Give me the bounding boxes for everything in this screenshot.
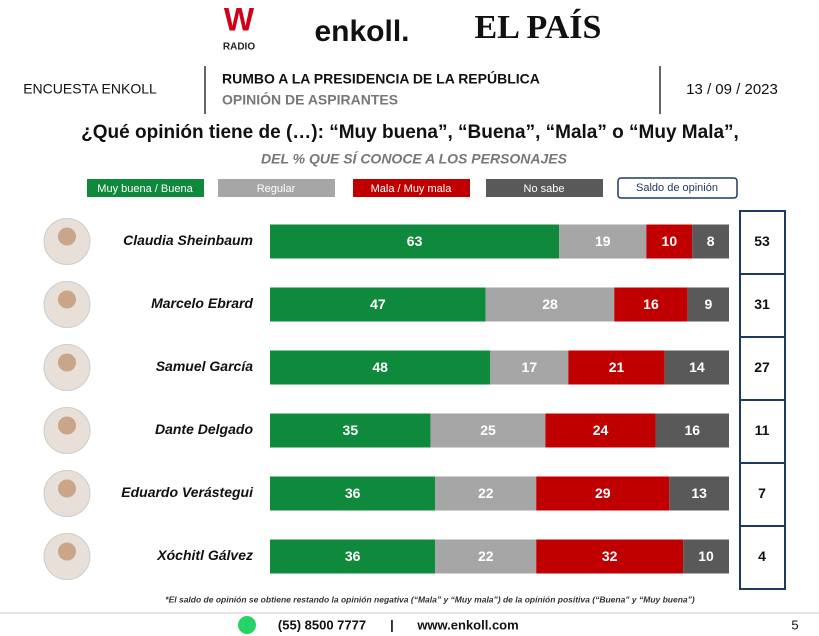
data-label: 28	[542, 296, 558, 312]
legend-label: No sabe	[524, 183, 565, 195]
logo-elpais: EL PAÍS	[475, 9, 602, 46]
data-label: 19	[595, 233, 611, 249]
legend-swatch	[617, 177, 738, 199]
data-label: 14	[689, 359, 705, 375]
logo-radio-text: RADIO	[223, 42, 255, 53]
bar-segment	[669, 476, 729, 511]
avatar-head	[58, 290, 76, 309]
whatsapp-icon	[238, 616, 256, 634]
balance-box	[739, 273, 786, 338]
category-label: Marcelo Ebrard	[151, 295, 253, 311]
data-label: 17	[522, 359, 538, 375]
avatar-head	[58, 353, 76, 372]
footnote: *El saldo de opinión se obtiene restando…	[165, 594, 695, 604]
balance-value: 31	[754, 296, 770, 312]
data-label: 25	[480, 422, 496, 438]
bar-segment	[435, 476, 537, 511]
bar-segment	[270, 287, 486, 322]
balance-value: 11	[755, 422, 770, 438]
avatar-head	[58, 416, 76, 435]
legend-label: Regular	[257, 183, 296, 195]
bar-segment	[568, 350, 665, 385]
data-label: 48	[372, 359, 388, 375]
chart-title: ¿Qué opinión tiene de (…): “Muy buena”, …	[81, 122, 739, 143]
bar-segment	[545, 413, 656, 448]
avatar-head	[58, 542, 76, 561]
bar-segment	[664, 350, 729, 385]
heading: RUMBO A LA PRESIDENCIA DE LA REPÚBLICA	[222, 70, 540, 87]
data-label: 16	[684, 422, 700, 438]
bar-segment	[687, 287, 729, 322]
legend-label: Saldo de opinión	[636, 182, 718, 194]
avatar-head	[58, 227, 76, 246]
data-label: 16	[643, 296, 659, 312]
legend-swatch	[353, 179, 470, 197]
avatar-head	[58, 479, 76, 498]
data-label: 35	[343, 422, 359, 438]
date: 13 / 09 / 2023	[686, 81, 778, 98]
bar-segment	[270, 413, 431, 448]
legend-label: Muy buena / Buena	[97, 183, 193, 195]
category-label: Dante Delgado	[155, 421, 253, 437]
bar-segment	[692, 224, 729, 259]
bar-segment	[614, 287, 688, 322]
data-label: 21	[609, 359, 625, 375]
balance-value: 7	[758, 485, 766, 501]
data-label: 10	[698, 548, 714, 564]
bar-segment	[655, 413, 729, 448]
bar-segment	[646, 224, 693, 259]
bar-segment	[485, 287, 615, 322]
data-label: 24	[593, 422, 609, 438]
balance-value: 27	[754, 359, 770, 375]
category-label: Claudia Sheinbaum	[123, 232, 253, 248]
balance-value: 4	[758, 548, 766, 564]
category-label: Xóchitl Gálvez	[156, 547, 253, 563]
survey-label: ENCUESTA ENKOLL	[23, 81, 157, 97]
data-label: 22	[478, 485, 494, 501]
data-label: 10	[662, 233, 678, 249]
logo-radio-mark: W	[224, 1, 255, 37]
legend-swatch	[486, 179, 603, 197]
separator: |	[390, 617, 394, 632]
bar-segment	[683, 539, 729, 574]
balance-box	[739, 336, 786, 401]
data-label: 9	[704, 296, 712, 312]
bar-segment	[435, 539, 537, 574]
data-label: 63	[407, 233, 423, 249]
bar-segment	[490, 350, 569, 385]
data-label: 29	[595, 485, 611, 501]
bar-segment	[270, 476, 436, 511]
bar-segment	[559, 224, 647, 259]
legend-label: Mala / Muy mala	[371, 183, 453, 195]
data-label: 8	[707, 233, 715, 249]
bar-segment	[430, 413, 546, 448]
subheading: OPINIÓN DE ASPIRANTES	[222, 91, 398, 108]
bar-segment	[536, 476, 670, 511]
balance-box	[739, 525, 786, 590]
category-label: Eduardo Verástegui	[121, 484, 254, 500]
balance-value: 53	[754, 233, 770, 249]
balance-box	[739, 462, 786, 527]
bar-segment	[270, 224, 560, 259]
bar-segment	[270, 350, 491, 385]
balance-box	[739, 210, 786, 275]
data-label: 47	[370, 296, 386, 312]
chart-subtitle: DEL % QUE SÍ CONOCE A LOS PERSONAJES	[261, 151, 568, 167]
page-number: 5	[791, 617, 798, 632]
website: www.enkoll.com	[416, 617, 518, 632]
bar-segment	[270, 539, 436, 574]
legend-swatch	[87, 179, 204, 197]
data-label: 32	[602, 548, 618, 564]
bar-segment	[536, 539, 684, 574]
logo-enkoll: enkoll.	[314, 15, 409, 48]
data-label: 36	[345, 548, 361, 564]
legend-swatch	[218, 179, 335, 197]
data-label: 22	[478, 548, 494, 564]
category-label: Samuel García	[156, 358, 253, 374]
phone: (55) 8500 7777	[278, 617, 366, 632]
data-label: 13	[691, 485, 707, 501]
data-label: 36	[345, 485, 361, 501]
